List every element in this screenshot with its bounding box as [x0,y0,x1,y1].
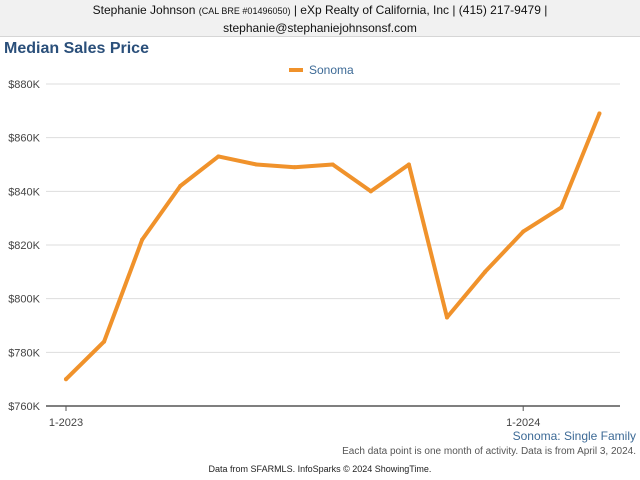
data-point [559,205,564,210]
chart-caption: Sonoma: Single Family [512,429,636,443]
data-point [445,315,449,320]
data-point [368,189,373,194]
agent-brokerage: | eXp Realty of California, Inc | (415) … [293,3,548,17]
data-point [521,229,526,234]
data-point [330,162,335,167]
data-point [406,162,411,167]
chart-title: Median Sales Price [4,40,149,57]
agent-license: (CAL BRE #01496050) [198,6,291,16]
y-tick-label: $760K [8,401,40,413]
data-point [102,339,107,344]
legend-label: Sonoma [309,63,354,77]
y-tick-label: $860K [8,133,40,145]
data-footnote: Each data point is one month of activity… [342,446,636,457]
y-tick-label: $800K [8,294,40,306]
data-point [216,154,221,159]
x-tick-label: 1-2023 [49,417,83,429]
data-point [178,183,183,188]
data-point [254,162,259,167]
data-point [292,165,297,170]
data-point [140,237,145,242]
data-point [64,377,68,382]
data-point [483,269,488,274]
y-tick-label: $780K [8,347,40,359]
data-point [597,111,602,116]
agent-line: Stephanie Johnson (CAL BRE #01496050) | … [0,0,640,20]
y-tick-label: $840K [8,186,40,198]
y-tick-label: $880K [8,79,40,91]
series-line-sonoma [64,111,602,382]
y-tick-label: $820K [8,240,40,252]
agent-header: Stephanie Johnson (CAL BRE #01496050) | … [0,0,640,37]
data-credit: Data from SFARMLS. InfoSparks © 2024 Sho… [208,464,432,474]
agent-email: stephanie@stephaniejohnsonsf.com [223,21,417,35]
agent-name: Stephanie Johnson [92,3,196,17]
x-tick-label: 1-2024 [506,417,540,429]
